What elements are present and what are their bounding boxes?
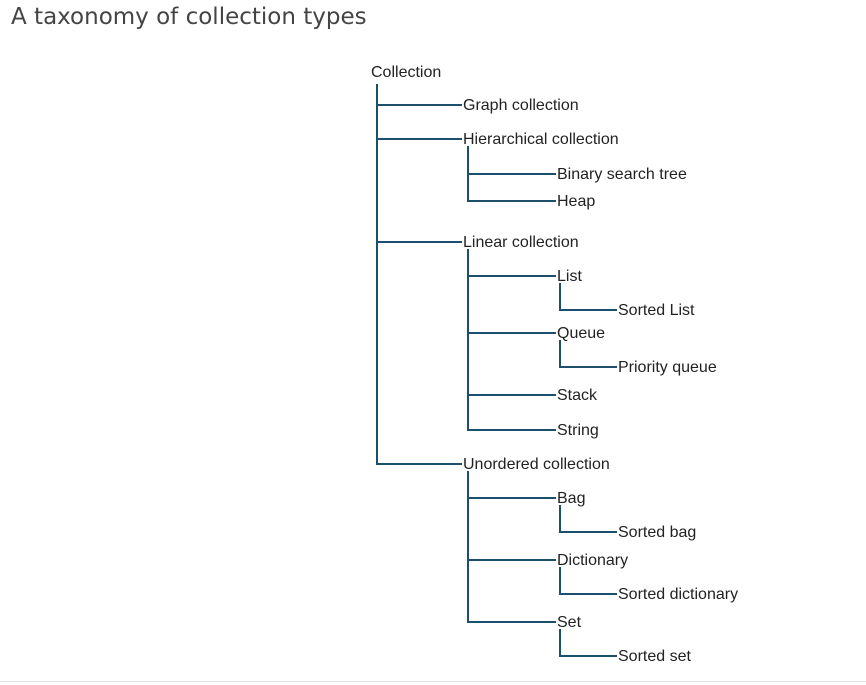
tree-node-bag: Bag bbox=[557, 490, 585, 507]
page-title: A taxonomy of collection types bbox=[11, 4, 367, 30]
tree-node-unordered-collection: Unordered collection bbox=[463, 456, 610, 473]
tree-node-hierarchical-collection: Hierarchical collection bbox=[463, 131, 619, 148]
tree-node-collection: Collection bbox=[371, 64, 441, 81]
tree-connectors bbox=[376, 84, 617, 657]
tree-labels: Collection Graph collection Hierarchical … bbox=[371, 64, 738, 665]
bottom-divider bbox=[0, 681, 866, 682]
tree-node-list: List bbox=[557, 268, 582, 285]
tree-node-dictionary: Dictionary bbox=[557, 552, 628, 569]
tree-node-linear-collection: Linear collection bbox=[463, 234, 579, 251]
tree-node-graph-collection: Graph collection bbox=[463, 97, 579, 114]
tree-node-queue: Queue bbox=[557, 325, 605, 342]
tree-node-heap: Heap bbox=[557, 193, 595, 210]
tree-node-stack: Stack bbox=[557, 387, 598, 404]
tree-node-sorted-set: Sorted set bbox=[618, 648, 691, 665]
tree-node-sorted-dictionary: Sorted dictionary bbox=[618, 586, 738, 603]
tree-node-sorted-list: Sorted List bbox=[618, 302, 695, 319]
tree-node-priority-queue: Priority queue bbox=[618, 359, 717, 376]
tree-node-string: String bbox=[557, 422, 599, 439]
tree-node-set: Set bbox=[557, 614, 582, 631]
tree-node-sorted-bag: Sorted bag bbox=[618, 524, 696, 541]
tree-node-binary-search-tree: Binary search tree bbox=[557, 166, 687, 183]
